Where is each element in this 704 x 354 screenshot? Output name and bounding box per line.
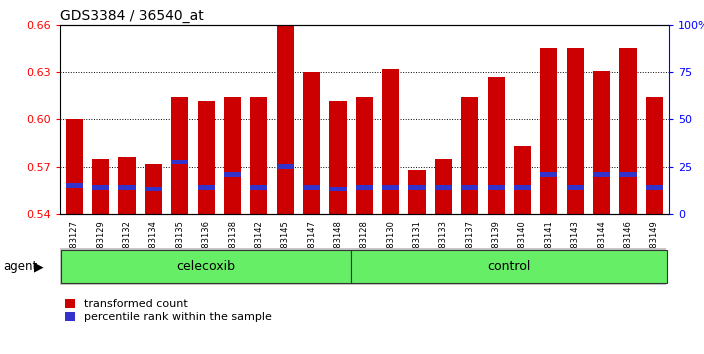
Bar (593, 70, 610, 214)
Bar (540, 48, 558, 214)
Bar (303, 185, 320, 190)
Bar (514, 185, 531, 190)
Text: agent: agent (4, 261, 38, 273)
Text: celecoxib: celecoxib (177, 260, 236, 273)
Bar (65, 120, 83, 214)
Bar (329, 101, 346, 214)
Bar (567, 185, 584, 190)
Bar (329, 187, 346, 191)
Bar (92, 159, 109, 214)
Text: control: control (488, 260, 531, 273)
Bar (118, 185, 136, 190)
Bar (198, 185, 215, 190)
Bar (65, 183, 83, 188)
Bar (145, 164, 162, 214)
Bar (461, 97, 478, 214)
Bar (224, 172, 241, 177)
Bar (567, 48, 584, 214)
Bar (351, 250, 667, 283)
Bar (303, 72, 320, 214)
Bar (382, 185, 399, 190)
Bar (435, 159, 452, 214)
Bar (514, 146, 531, 214)
Bar (224, 97, 241, 214)
Bar (593, 172, 610, 177)
Bar (646, 97, 663, 214)
Legend: transformed count, percentile rank within the sample: transformed count, percentile rank withi… (65, 299, 272, 322)
Bar (198, 101, 215, 214)
Text: ▶: ▶ (34, 261, 44, 273)
Bar (92, 185, 109, 190)
Bar (382, 69, 399, 214)
Bar (540, 172, 558, 177)
Bar (435, 185, 452, 190)
Bar (620, 48, 636, 214)
Bar (488, 77, 505, 214)
Bar (277, 165, 294, 169)
Bar (488, 185, 505, 190)
Bar (356, 97, 373, 214)
Bar (277, 26, 294, 214)
Text: GDS3384 / 36540_at: GDS3384 / 36540_at (60, 9, 203, 23)
Bar (646, 185, 663, 190)
Bar (118, 158, 136, 214)
Bar (61, 250, 351, 283)
Bar (145, 187, 162, 191)
Bar (408, 185, 426, 190)
Bar (251, 97, 268, 214)
Bar (408, 170, 426, 214)
Bar (356, 185, 373, 190)
Bar (171, 160, 189, 165)
Bar (251, 185, 268, 190)
Bar (461, 185, 478, 190)
Bar (620, 172, 636, 177)
Bar (171, 97, 189, 214)
